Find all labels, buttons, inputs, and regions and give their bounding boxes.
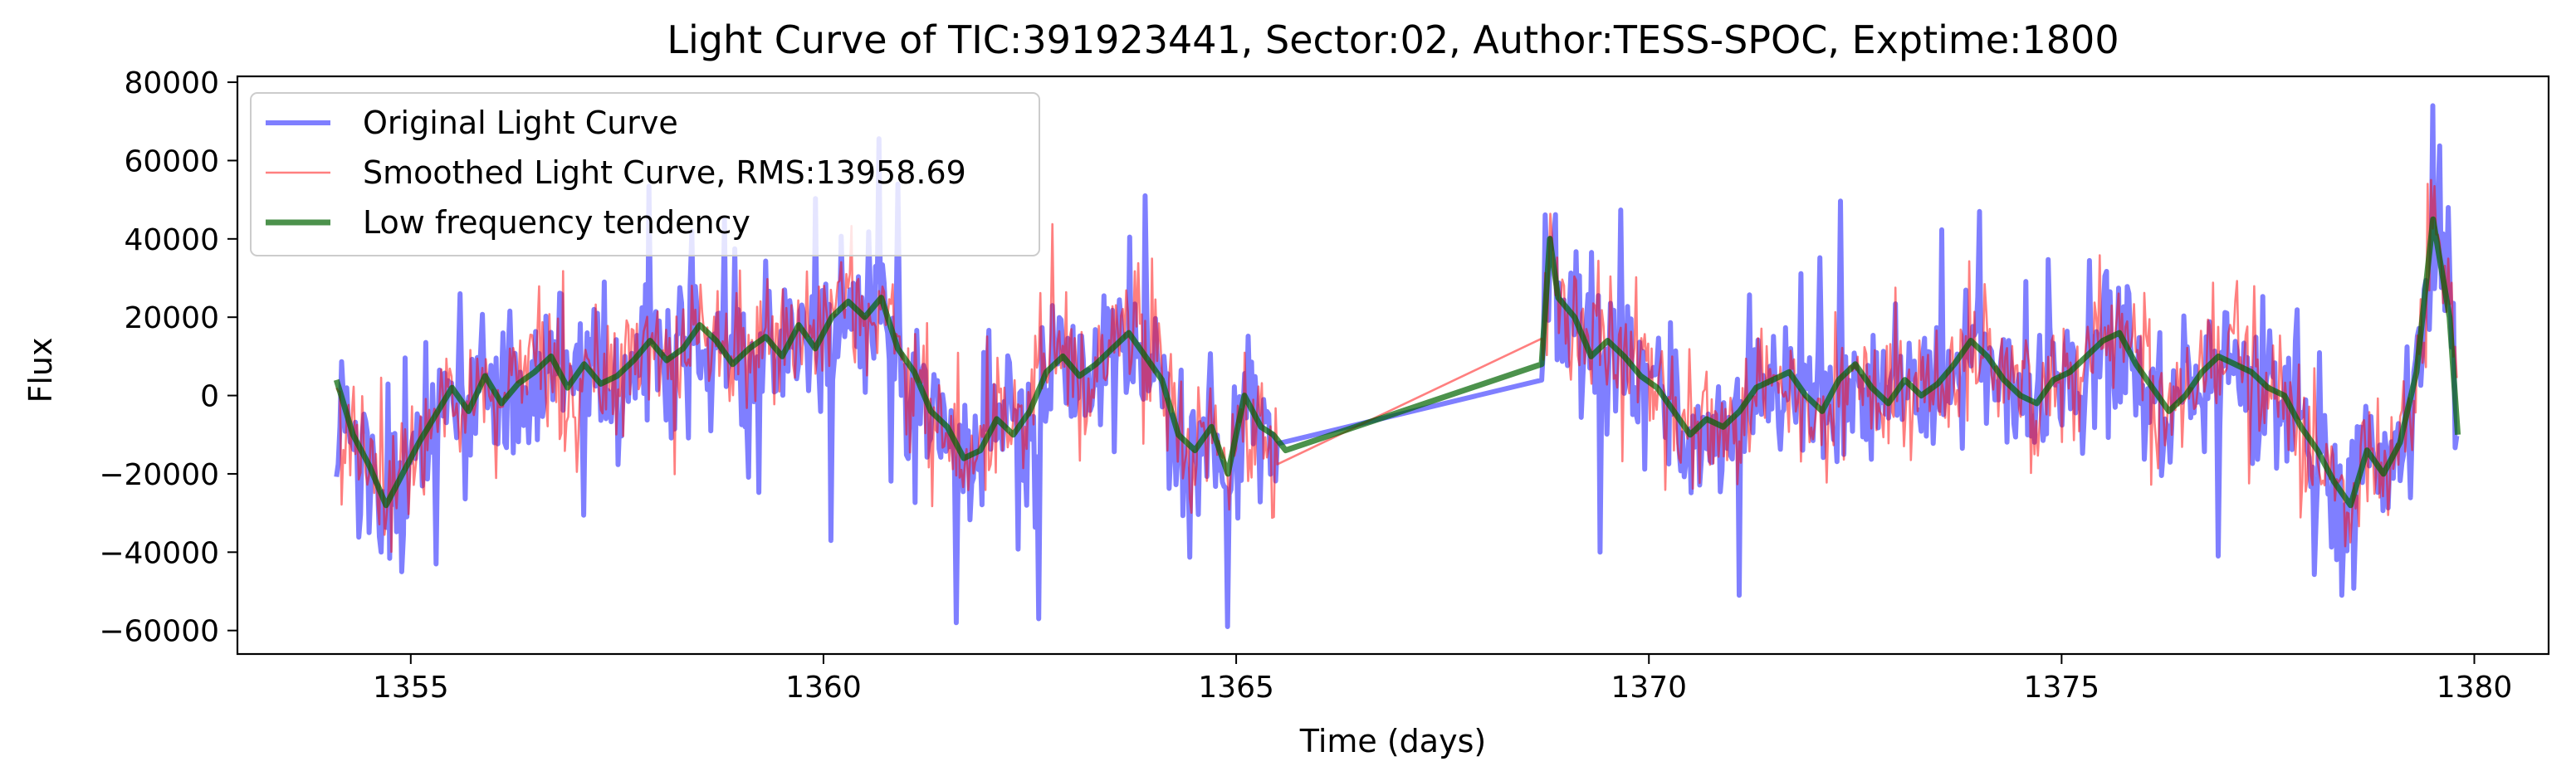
x-tick-label: 1375 — [2024, 671, 2100, 705]
legend: Original Light Curve Smoothed Light Curve… — [250, 92, 1040, 256]
y-tick-label: 60000 — [124, 144, 219, 178]
legend-box — [250, 92, 1040, 256]
y-tick-label: −60000 — [99, 615, 219, 649]
x-axis-label: Time (days) — [1299, 723, 1486, 759]
legend-label: Smoothed Light Curve, RMS:13958.69 — [363, 154, 966, 191]
series-original-light-curve — [334, 103, 2460, 629]
legend-label: Low frequency tendency — [363, 204, 750, 241]
y-axis-label: Flux — [22, 338, 59, 403]
y-tick-label: 20000 — [124, 301, 219, 335]
y-tick-label: 40000 — [124, 223, 219, 257]
x-tick-label: 1360 — [785, 671, 862, 705]
legend-label: Original Light Curve — [363, 105, 678, 141]
x-tick-label: 1365 — [1198, 671, 1274, 705]
y-tick-label: −20000 — [99, 458, 219, 492]
y-tick-label: −40000 — [99, 536, 219, 570]
x-tick-label: 1370 — [1611, 671, 1687, 705]
y-tick-label: 0 — [200, 380, 219, 414]
x-axis-ticks: 1355 1360 1365 1370 1375 1380 — [373, 654, 2512, 705]
plot-frame — [236, 75, 2550, 656]
chart-title: Light Curve of TIC:391923441, Sector:02,… — [667, 17, 2119, 62]
series-low-frequency-tendency — [333, 216, 2461, 509]
plot-area — [333, 103, 2461, 629]
x-tick-label: 1355 — [373, 671, 449, 705]
series-smoothed-light-curve — [335, 178, 2458, 554]
y-axis-ticks: −60000 −40000 −20000 0 20000 40000 60000 80000 — [99, 66, 237, 649]
x-tick-label: 1380 — [2437, 671, 2513, 705]
y-tick-label: 80000 — [124, 66, 219, 100]
